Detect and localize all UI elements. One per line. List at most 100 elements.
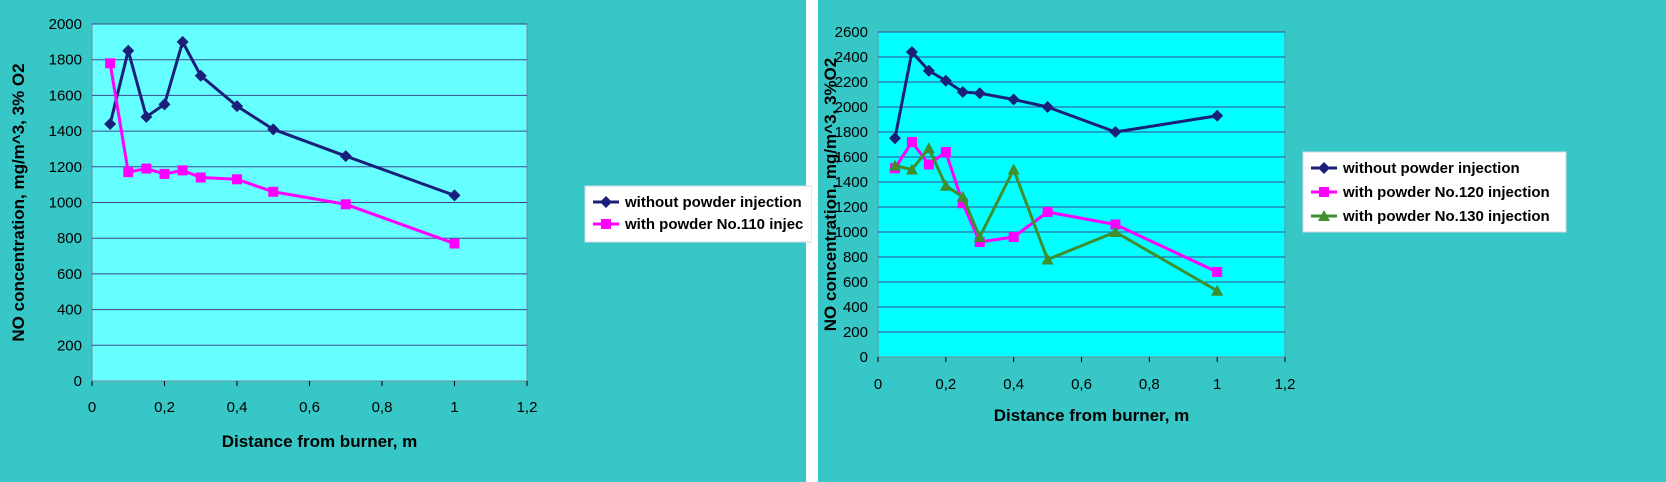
chart-panel-right: 0 200 400 600 800 1000 1200 1400 1600 1800 2000 220…	[818, 0, 1666, 482]
data-point	[1211, 109, 1224, 122]
y-tick-label: 0	[74, 373, 82, 390]
x-tick-label: 1,2	[517, 399, 538, 416]
data-point	[194, 69, 207, 82]
y-tick-label: 0	[860, 349, 868, 366]
y-axis-title: NO concentration, mg/m^3, 3% O2	[9, 63, 28, 341]
data-point	[449, 238, 460, 249]
data-point	[232, 174, 242, 185]
data-point	[268, 186, 279, 197]
y-tick-label: 1200	[49, 159, 82, 176]
y-tick-label: 1400	[835, 174, 868, 191]
y-axis-title: NO concentration, mg/m^3, 3%O2	[821, 58, 840, 332]
data-point	[906, 137, 917, 147]
y-tick-label: 1400	[49, 123, 82, 140]
y-tick-label: 200	[843, 324, 868, 341]
data-point	[231, 100, 243, 113]
x-tick-label: 0,8	[372, 399, 393, 416]
y-tick-label: 800	[843, 249, 868, 266]
x-tick-label: 1	[450, 399, 458, 416]
data-point	[922, 64, 935, 77]
data-point	[905, 163, 918, 175]
data-point	[1041, 101, 1054, 113]
data-point	[1211, 284, 1224, 296]
y-tick-label: 1600	[835, 149, 868, 166]
data-point	[940, 147, 951, 157]
x-tick-label: 0	[874, 376, 882, 393]
x-tick-label: 1	[1213, 376, 1221, 393]
data-point	[159, 168, 170, 179]
data-point	[939, 74, 952, 87]
legend-entry: with powder No.130 injection	[1342, 208, 1550, 225]
legend-swatch-marker	[601, 219, 611, 229]
data-point	[1109, 226, 1122, 237]
data-point	[956, 86, 969, 98]
data-point	[1041, 253, 1054, 265]
legend-entry: without powder injection	[1342, 160, 1520, 177]
series-line-2	[893, 140, 1218, 274]
data-point	[1212, 267, 1223, 277]
data-point	[1007, 163, 1020, 175]
plot-area-right	[877, 31, 1286, 358]
y-tick-label: 2400	[835, 49, 868, 66]
data-point	[1110, 219, 1121, 230]
data-point	[1109, 126, 1122, 138]
data-point	[340, 199, 351, 210]
data-point	[939, 179, 952, 191]
x-tick-label: 0,6	[299, 399, 320, 416]
x-tick-label: 0,2	[154, 399, 175, 416]
x-tick-label: 0	[88, 399, 96, 416]
data-point	[957, 198, 968, 209]
data-point	[922, 142, 935, 154]
data-point	[105, 58, 116, 69]
x-tick-label: 1,2	[1275, 376, 1296, 393]
data-point	[888, 159, 901, 171]
y-tick-label: 200	[57, 337, 82, 354]
y-tick-label: 1800	[49, 52, 82, 69]
data-point	[141, 163, 152, 174]
data-point	[267, 123, 280, 136]
chart-panel-left: 0 200 400 600 800 1000 1200 1400 1600 1800 2000 0 0,…	[0, 0, 812, 482]
y-tick-label: 1600	[49, 87, 82, 104]
y-tick-label: 600	[57, 266, 82, 283]
legend-entry: with powder No.110 injec	[624, 216, 803, 233]
y-tick-label: 2000	[835, 99, 868, 116]
y-tick-label: 1000	[835, 224, 868, 241]
y-tick-label: 2600	[835, 24, 868, 41]
data-point	[905, 46, 918, 58]
data-point	[339, 150, 352, 163]
x-tick-label: 0,4	[1003, 376, 1024, 393]
legend-swatch-marker	[1318, 210, 1330, 221]
data-point	[176, 35, 189, 48]
series-line-1	[108, 40, 456, 197]
data-point	[1008, 232, 1019, 242]
data-point	[923, 159, 934, 170]
y-tick-label: 2000	[49, 16, 82, 33]
series-line-3	[894, 146, 1218, 293]
y-tick-label: 1800	[835, 124, 868, 141]
x-axis-title: Distance from burner, m	[994, 406, 1190, 425]
data-point	[1007, 93, 1020, 106]
legend-box-right	[1302, 151, 1567, 233]
data-point	[122, 44, 135, 57]
data-point	[177, 165, 188, 176]
legend-entry: without powder injection	[624, 194, 802, 211]
x-tick-label: 0,2	[935, 376, 956, 393]
data-point	[973, 231, 986, 242]
data-point	[448, 189, 461, 202]
legend-swatch-marker	[1319, 187, 1329, 197]
data-point	[140, 110, 153, 123]
chart-right: 0 200 400 600 800 1000 1200 1400 1600 1800 2000 220…	[818, 0, 1666, 482]
x-tick-label: 0,4	[227, 399, 248, 416]
y-tick-label: 400	[843, 299, 868, 316]
y-tick-label: 1000	[49, 195, 82, 212]
data-point	[195, 172, 206, 183]
chart-left: 0 200 400 600 800 1000 1200 1400 1600 1800 2000 0 0,…	[0, 0, 812, 482]
data-point	[1042, 207, 1053, 217]
y-tick-label: 800	[57, 230, 82, 247]
data-point	[158, 98, 171, 111]
data-point	[973, 87, 986, 100]
series-line-2	[108, 63, 456, 245]
y-tick-label: 2200	[835, 74, 868, 91]
x-tick-label: 0,6	[1071, 376, 1092, 393]
